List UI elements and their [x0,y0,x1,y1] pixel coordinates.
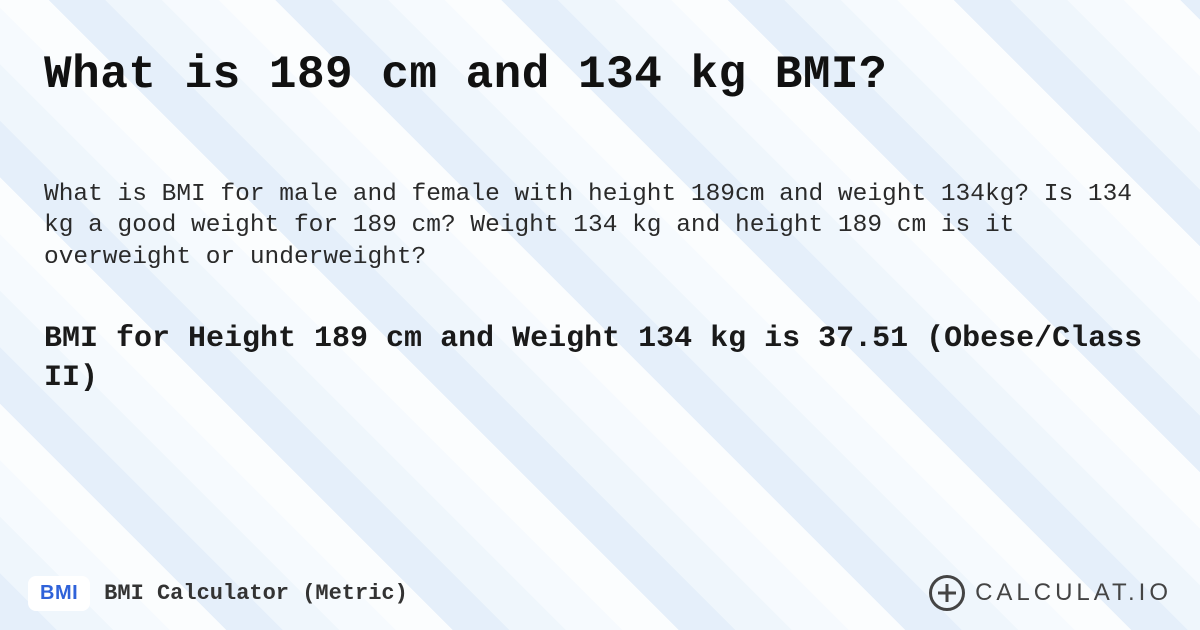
page-content: What is 189 cm and 134 kg BMI? What is B… [0,0,1200,630]
brand-name: CALCULAT.IO [975,579,1172,607]
footer-left: BMI BMI Calculator (Metric) [28,576,408,611]
bmi-result: BMI for Height 189 cm and Weight 134 kg … [44,320,1156,398]
footer-brand: CALCULAT.IO [929,575,1172,611]
brand-logo-icon [929,575,965,611]
footer-title: BMI Calculator (Metric) [104,581,408,606]
page-title: What is 189 cm and 134 kg BMI? [44,50,1156,101]
bmi-badge: BMI [28,576,90,611]
intro-paragraph: What is BMI for male and female with hei… [44,179,1156,275]
footer: BMI BMI Calculator (Metric) CALCULAT.IO [0,556,1200,630]
